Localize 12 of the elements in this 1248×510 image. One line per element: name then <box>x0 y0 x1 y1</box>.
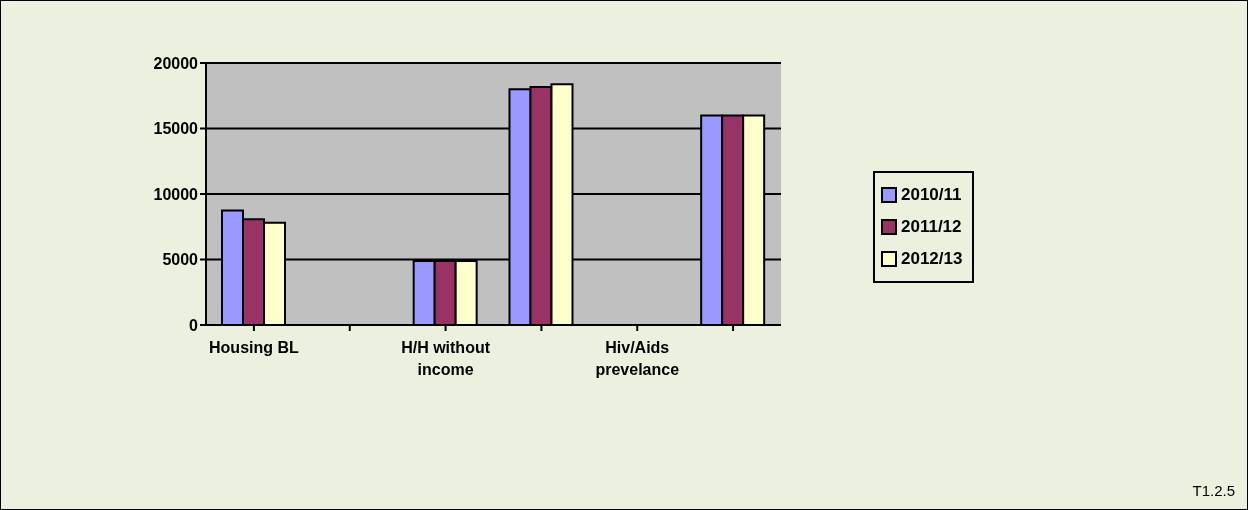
text: T1.2.5 <box>1192 482 1235 499</box>
y-tick-label: 5000 <box>162 251 199 269</box>
y-tick-label: 10000 <box>153 185 199 203</box>
legend-label: 2011/12 <box>901 217 962 237</box>
legend-label: 2010/11 <box>901 185 962 205</box>
x-tick-label: Housing BL <box>209 339 300 356</box>
y-tick-label: 20000 <box>153 54 199 72</box>
y-tick-label: 0 <box>189 316 199 334</box>
x-tick-label: Hiv/Aids prevelance <box>595 339 680 378</box>
legend-label: 2012/13 <box>901 249 963 269</box>
x-tick-label: H/H without income <box>401 339 491 378</box>
y-tick-label: 15000 <box>153 120 199 138</box>
